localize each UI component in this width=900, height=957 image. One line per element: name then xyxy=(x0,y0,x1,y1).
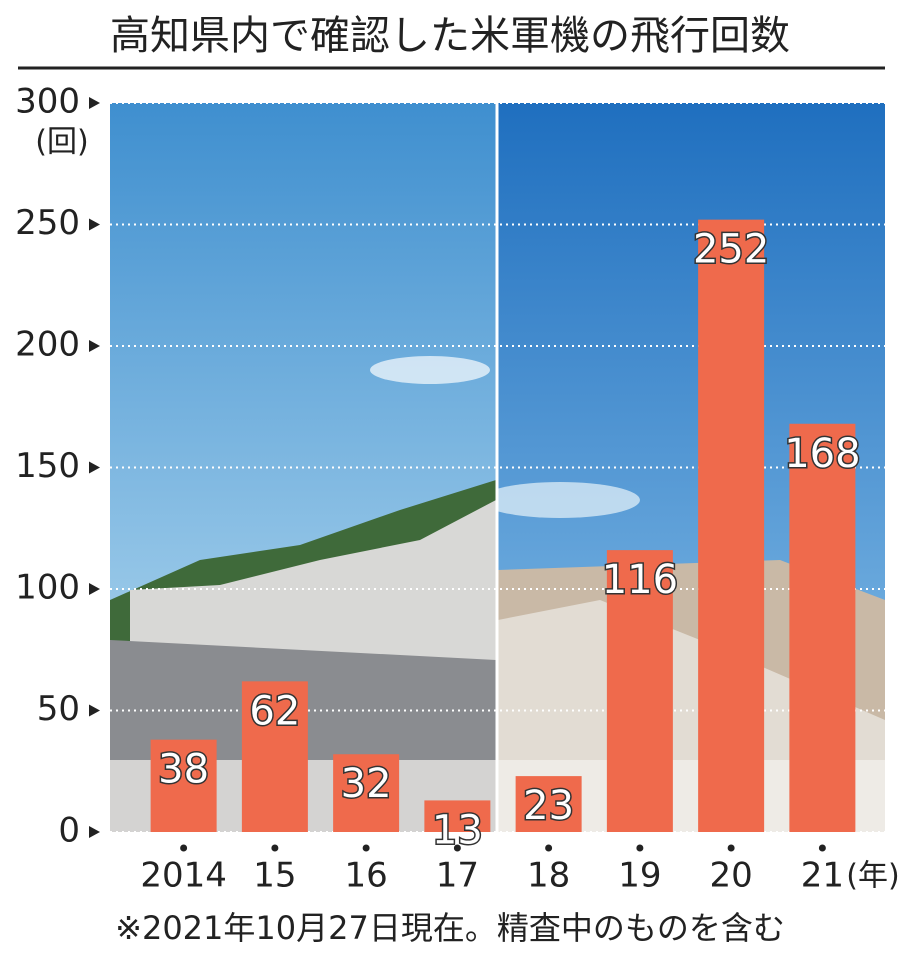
x-tick-dot xyxy=(180,844,188,852)
x-tick-dot xyxy=(271,844,279,852)
x-tick-label: 18 xyxy=(527,856,570,896)
tick-arrow xyxy=(89,461,100,474)
background-photo xyxy=(110,103,885,832)
y-tick-label: 150 xyxy=(15,446,80,486)
bar xyxy=(150,739,217,832)
x-tick-label: 2014 xyxy=(140,856,227,896)
value-label: 23 xyxy=(523,783,574,829)
value-label: 252 xyxy=(693,227,769,273)
value-label: 38 xyxy=(158,747,209,793)
bar xyxy=(606,550,673,832)
bar xyxy=(241,681,308,832)
value-label: 13 xyxy=(432,807,483,853)
tick-arrow xyxy=(89,583,100,595)
y-tick-label: 250 xyxy=(15,203,80,243)
x-tick-label: 20 xyxy=(709,856,752,896)
x-tick-label: 19 xyxy=(618,856,661,896)
x-tick-label: 16 xyxy=(344,856,387,896)
value-label: 32 xyxy=(341,761,392,807)
value-label: 62 xyxy=(249,688,300,734)
x-tick-label: 15 xyxy=(253,856,296,896)
x-tick-dot xyxy=(453,844,461,852)
x-tick-dot xyxy=(545,844,553,852)
y-tick-label: 0 xyxy=(58,811,80,851)
bar xyxy=(424,800,491,832)
tick-arrow xyxy=(89,218,100,231)
bar xyxy=(515,776,582,832)
y-tick-label: 50 xyxy=(37,689,80,729)
bar xyxy=(698,219,765,832)
y-tick-label: 200 xyxy=(15,325,80,365)
y-tick-label: 100 xyxy=(15,568,80,608)
x-tick-label: 21 xyxy=(801,856,844,896)
x-tick-label: 17 xyxy=(436,856,479,896)
value-label: 116 xyxy=(602,557,678,603)
tick-arrow xyxy=(89,704,100,717)
y-tick-label: 300 xyxy=(15,82,80,122)
footnote: ※2021年10月27日現在。精査中のものを含む xyxy=(115,909,785,947)
bar xyxy=(789,423,856,832)
bar xyxy=(333,754,400,832)
chart-title: 高知県内で確認した米軍機の飛行回数 xyxy=(110,13,790,59)
x-tick-dot xyxy=(727,844,735,852)
x-tick-dot xyxy=(636,844,644,852)
value-label: 168 xyxy=(784,431,860,477)
x-axis-label: (年) xyxy=(846,859,899,894)
y-axis-label: (回) xyxy=(35,125,88,160)
tick-arrow xyxy=(89,97,100,109)
tick-arrow xyxy=(89,340,100,352)
x-tick-dot xyxy=(818,844,826,852)
x-tick-dot xyxy=(362,844,370,852)
tick-arrow xyxy=(89,826,100,838)
